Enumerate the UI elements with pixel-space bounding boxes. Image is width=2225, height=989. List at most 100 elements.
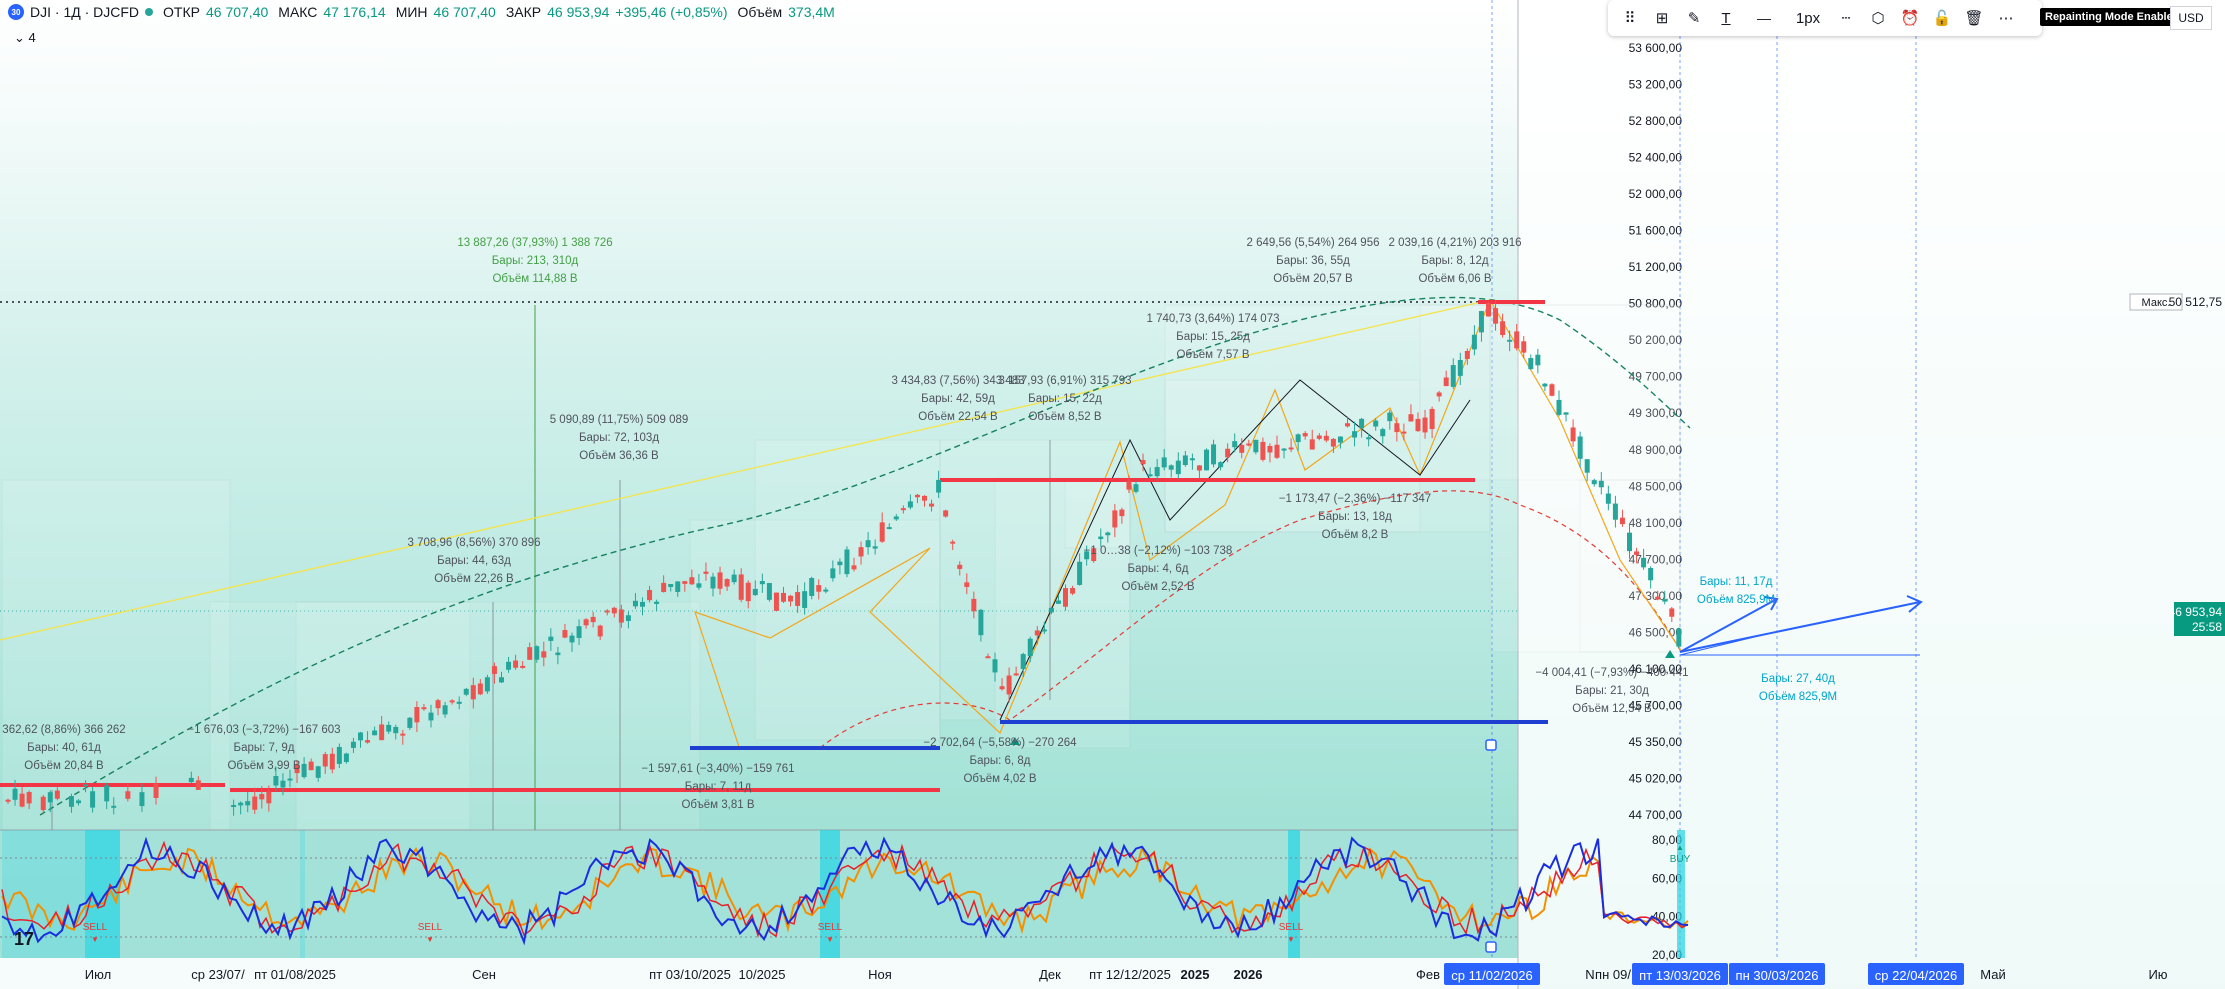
candle-body [1246,443,1252,446]
market-status-icon [145,8,154,16]
candle-body [1027,638,1033,656]
line-style-icon[interactable]: — [1757,10,1771,26]
volume-value: 373,4M [788,4,835,20]
time-highlight-box [1868,963,1964,985]
candle-body [632,600,638,607]
line-width-button[interactable]: 1px [1795,9,1821,27]
symbol-title[interactable]: DJI · 1Д · DJCFD [30,4,140,20]
trash-icon[interactable]: 🗑 [1964,10,1984,27]
candle-body [1598,480,1604,488]
candle-body [1486,303,1491,317]
candle-body [548,636,554,641]
candle-body [5,799,11,802]
candle-body [844,549,850,575]
candle-body [985,656,991,659]
price-tick-label: 50 800,00 [1629,297,1683,311]
candle-body [611,607,617,614]
candle-body [1323,435,1329,441]
open-value: 46 707,40 [205,4,269,20]
measure-annotation-label: Бары: 15, 25д [1176,331,1250,343]
measure-annotation-label: Объём 7,57 B [1176,349,1249,361]
candle-body [766,583,772,600]
candle-body [287,778,293,781]
candle-body [1084,551,1090,560]
measure-annotation-label: Объём 825,9M [1759,691,1837,703]
candle-body [1570,427,1576,442]
measure-annotation-label: −2 702,64 (−5,58%) −270 264 [923,737,1077,749]
chevron-down-icon: ⌄ [14,30,25,45]
measure-box [1064,479,1131,549]
candle-body [1055,600,1061,604]
candle-body [1387,412,1393,422]
candle-body [1337,436,1343,443]
measure-annotation-label: Бары: 4, 6д [1128,563,1189,575]
candle-body [922,495,927,501]
candle-body [830,568,836,579]
candle-body [1105,532,1111,536]
price-tick-label: 51 600,00 [1629,224,1683,238]
sell-arrow-icon: ▼ [426,935,434,944]
measure-annotation-label: Бары: 6, 8д [970,755,1031,767]
object-tree-icon[interactable]: ⊞ [1655,10,1669,27]
current-price-label: 46 953,94 [2169,605,2223,619]
projection-arrow [1679,601,1921,653]
buy-marker-icon [1665,650,1675,658]
candle-body [1662,599,1668,602]
candle-body [104,785,110,802]
measure-annotation-label: Объём 114,88 B [492,273,577,285]
candle-body [816,585,822,592]
candle-body [1204,449,1209,471]
measure-annotation-label: Объём 6,06 B [1418,273,1491,285]
sell-signal-label: SELL [418,922,443,933]
candle-body [139,792,145,807]
osc-tick-label: 80,00 [1652,833,1682,847]
candle-body [1330,438,1336,447]
candle-body [555,652,561,656]
sell-arrow-icon: ▼ [826,935,834,944]
candle-body [1070,588,1076,594]
candle-body [1161,457,1167,468]
candle-body [1521,341,1527,353]
indicators-toggle[interactable]: ⌄ 4 [14,30,36,46]
candle-body [907,501,913,508]
price-tick-label: 53 600,00 [1629,41,1683,55]
dotted-line-icon[interactable]: ┄ [1841,10,1851,27]
measure-annotation-label: −1 676,03 (−3,72%) −167 603 [187,724,340,736]
candle-body [893,516,899,520]
measure-annotation-label: Бары: 44, 63д [437,555,511,567]
measure-annotation-label: −1 597,61 (−3,40%) −159 761 [641,763,794,775]
low-value: 46 707,40 [433,4,496,20]
lock-icon[interactable]: 🔓 [1932,10,1952,27]
candle-body [809,578,815,596]
candle-body [1218,462,1224,468]
measure-box [1164,304,1491,533]
measure-box [1164,379,1421,533]
alert-clock-icon[interactable]: ⏰ [1900,10,1920,27]
measure-annotation-label: Объём 20,84 B [24,760,104,772]
measure-box [994,477,1131,749]
candle-body [1401,431,1407,434]
candle-body [1154,467,1160,477]
measure-annotation-label: Бары: 213, 310д [492,255,579,267]
candle-body [788,595,794,602]
candle-body [336,746,342,764]
signal-highlight-bar [820,830,840,958]
currency-button[interactable]: USD [2170,6,2212,30]
candle-body [1147,474,1153,477]
measure-annotation-label: 3 157,93 (6,91%) 315 793 [999,375,1132,387]
signal-highlight-bar [300,830,305,958]
text-icon[interactable]: T [1721,9,1731,27]
candle-body [858,547,864,557]
candle-body [350,741,356,748]
candle-body [1676,628,1682,647]
buy-marker-icon [1010,737,1020,745]
settings-hex-icon[interactable]: ⬡ [1871,10,1885,27]
drag-handle-icon[interactable]: ⠿ [1624,10,1636,27]
pencil-icon[interactable]: ✎ [1687,10,1701,27]
measure-annotation-label: Бары: 40, 61д [27,742,101,754]
measure-annotation-label: Бары: 21, 30д [1575,685,1649,697]
current-price-tag [2174,602,2225,636]
more-icon[interactable]: ⋯ [1998,10,2014,27]
time-tick-label: Май [1980,967,2005,982]
